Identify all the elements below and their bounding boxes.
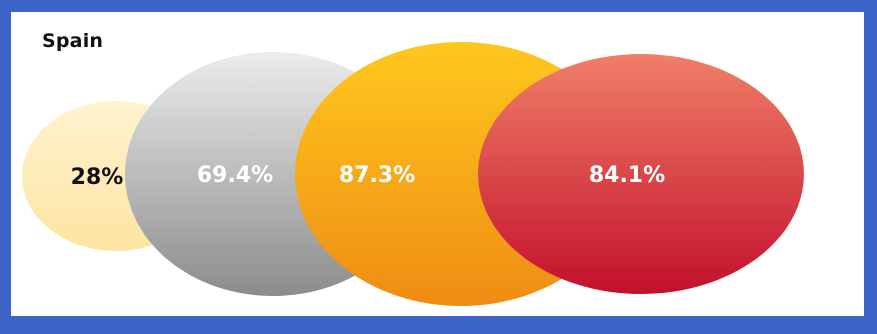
chart-title: Spain bbox=[42, 30, 104, 52]
bubble-label-2: 69.4% bbox=[197, 163, 273, 188]
bubble-4 bbox=[478, 54, 804, 294]
chart-frame: Spain 28% 69.4% 87.3% 84.1% bbox=[11, 12, 864, 316]
bubble-label-3: 87.3% bbox=[339, 163, 415, 188]
bubble-chart: 28% 69.4% 87.3% 84.1% bbox=[21, 42, 804, 306]
bubble-label-4: 84.1% bbox=[589, 163, 665, 188]
bubble-label-1: 28% bbox=[71, 165, 124, 190]
